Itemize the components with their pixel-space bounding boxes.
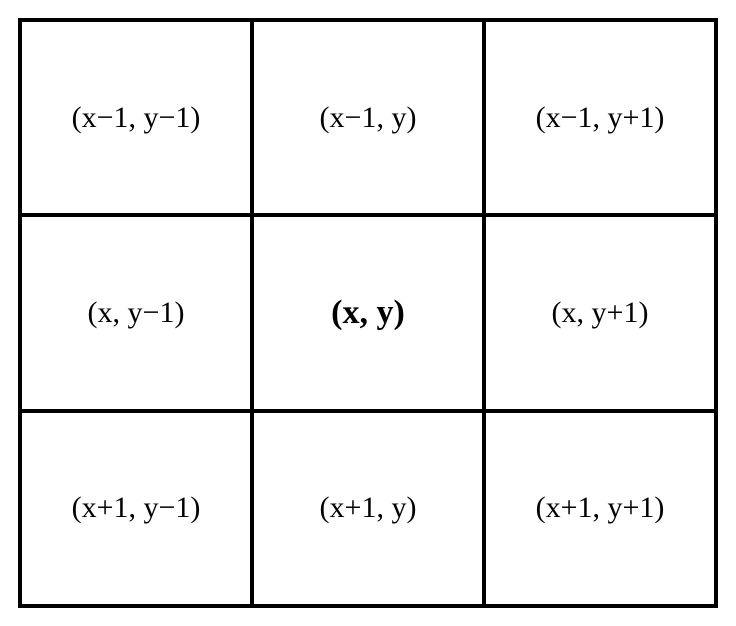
cell-label: (x−1, y) bbox=[320, 101, 417, 135]
cell-bottom-center: (x+1, y) bbox=[252, 411, 484, 606]
cell-middle-left: (x, y−1) bbox=[20, 215, 252, 410]
cell-middle-center: (x, y) bbox=[252, 215, 484, 410]
cell-label: (x+1, y+1) bbox=[536, 491, 665, 525]
cell-bottom-left: (x+1, y−1) bbox=[20, 411, 252, 606]
cell-label: (x+1, y−1) bbox=[72, 491, 201, 525]
cell-top-center: (x−1, y) bbox=[252, 20, 484, 215]
cell-top-right: (x−1, y+1) bbox=[484, 20, 716, 215]
cell-bottom-right: (x+1, y+1) bbox=[484, 411, 716, 606]
cell-label: (x−1, y−1) bbox=[72, 101, 201, 135]
cell-label: (x+1, y) bbox=[320, 491, 417, 525]
cell-label: (x, y−1) bbox=[88, 296, 185, 330]
cell-label: (x−1, y+1) bbox=[536, 101, 665, 135]
cell-top-left: (x−1, y−1) bbox=[20, 20, 252, 215]
cell-label: (x, y) bbox=[331, 294, 405, 332]
neighbor-grid: (x−1, y−1) (x−1, y) (x−1, y+1) (x, y−1) … bbox=[18, 18, 718, 608]
cell-middle-right: (x, y+1) bbox=[484, 215, 716, 410]
cell-label: (x, y+1) bbox=[552, 296, 649, 330]
